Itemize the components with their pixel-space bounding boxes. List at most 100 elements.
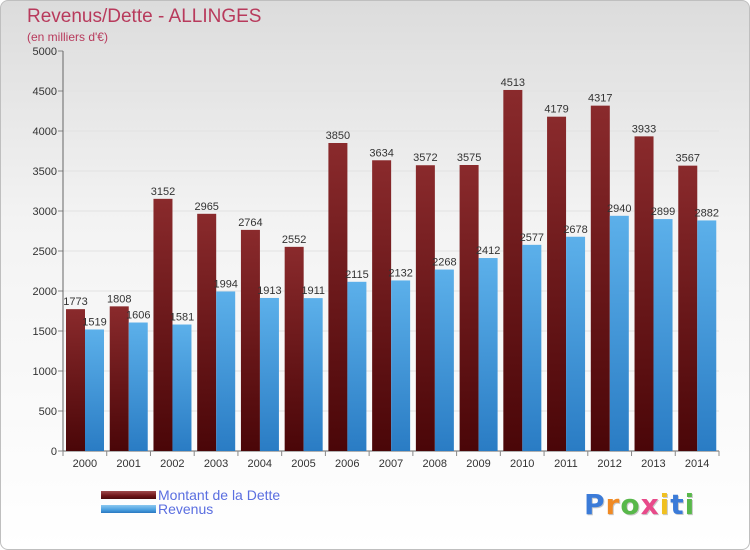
bar-revenus bbox=[85, 329, 104, 451]
logo-letter: i bbox=[684, 488, 696, 521]
y-tick-label: 3500 bbox=[33, 166, 57, 178]
y-tick-label: 500 bbox=[39, 406, 57, 418]
bar-revenus bbox=[303, 298, 323, 451]
data-label-dette: 3152 bbox=[151, 186, 175, 198]
data-label-revenus: 2577 bbox=[520, 232, 544, 244]
data-label-dette: 1808 bbox=[107, 293, 131, 305]
data-label-dette: 1773 bbox=[63, 296, 87, 308]
x-tick-label: 2003 bbox=[204, 458, 228, 470]
data-label-revenus: 2268 bbox=[432, 257, 456, 269]
y-tick-label: 2000 bbox=[33, 286, 57, 298]
x-tick-label: 2002 bbox=[160, 458, 184, 470]
legend-item-dette: Montant de la Dette bbox=[101, 487, 280, 503]
data-label-dette: 2552 bbox=[282, 234, 306, 246]
bar-dette bbox=[415, 165, 435, 452]
x-tick-label: 2008 bbox=[422, 458, 446, 470]
data-label-revenus: 1913 bbox=[257, 285, 281, 297]
bar-dette bbox=[503, 89, 523, 452]
data-label-dette: 4179 bbox=[544, 104, 568, 116]
bar-dette bbox=[109, 306, 129, 451]
chart-title: Revenus/Dette - ALLINGES bbox=[27, 6, 262, 27]
bar-dette bbox=[153, 198, 173, 451]
bar-dette bbox=[678, 165, 698, 451]
data-label-dette: 3933 bbox=[632, 123, 656, 135]
legend-item-revenus: Revenus bbox=[101, 501, 213, 517]
x-tick-label: 2006 bbox=[335, 458, 359, 470]
data-label-revenus: 1581 bbox=[170, 312, 194, 324]
x-tick-label: 2011 bbox=[554, 458, 578, 470]
data-label-dette: 3850 bbox=[326, 130, 350, 142]
proxiti-logo: Proxiti bbox=[584, 488, 695, 521]
bar-revenus bbox=[653, 219, 673, 451]
bar-dette bbox=[634, 136, 654, 452]
y-tick-label: 4000 bbox=[33, 126, 57, 138]
logo-letter: P bbox=[584, 488, 606, 521]
bar-revenus bbox=[347, 281, 367, 451]
y-tick-label: 5000 bbox=[33, 46, 57, 58]
data-label-revenus: 1519 bbox=[82, 316, 106, 328]
bar-dette bbox=[590, 105, 610, 451]
legend-swatch-revenus bbox=[101, 505, 156, 513]
x-tick-label: 2005 bbox=[291, 458, 315, 470]
data-label-revenus: 1911 bbox=[301, 285, 325, 297]
data-label-revenus: 1994 bbox=[213, 278, 237, 290]
bar-revenus bbox=[434, 269, 454, 451]
data-label-revenus: 2882 bbox=[695, 207, 719, 219]
bar-dette bbox=[547, 116, 567, 452]
data-label-dette: 4513 bbox=[501, 77, 525, 89]
bar-revenus bbox=[609, 215, 629, 451]
x-tick-label: 2004 bbox=[248, 458, 272, 470]
logo-letter: o bbox=[620, 488, 641, 521]
bar-revenus bbox=[478, 258, 498, 451]
x-tick-label: 2013 bbox=[641, 458, 665, 470]
data-label-revenus: 2899 bbox=[651, 206, 675, 218]
data-label-dette: 2764 bbox=[238, 217, 262, 229]
data-label-revenus: 2678 bbox=[563, 224, 587, 236]
bar-dette bbox=[328, 143, 348, 451]
bar-revenus bbox=[128, 322, 148, 451]
bar-revenus bbox=[697, 220, 717, 451]
data-label-dette: 3575 bbox=[457, 152, 481, 164]
bar-revenus bbox=[566, 236, 586, 451]
data-label-revenus: 1606 bbox=[126, 310, 150, 322]
bar-dette bbox=[284, 246, 304, 451]
logo-letter: i bbox=[659, 488, 671, 521]
x-tick-label: 2012 bbox=[597, 458, 621, 470]
data-label-dette: 2965 bbox=[194, 201, 218, 213]
x-tick-label: 2009 bbox=[466, 458, 490, 470]
x-tick-label: 2000 bbox=[73, 458, 97, 470]
bar-revenus bbox=[216, 291, 236, 451]
y-tick-label: 4500 bbox=[33, 86, 57, 98]
x-tick-label: 2014 bbox=[685, 458, 709, 470]
bar-revenus bbox=[522, 244, 542, 451]
bar-revenus bbox=[391, 280, 411, 451]
legend-label-revenus: Revenus bbox=[158, 501, 214, 517]
bar-revenus bbox=[259, 297, 279, 451]
data-label-revenus: 2115 bbox=[345, 269, 369, 281]
bar-dette bbox=[459, 165, 479, 451]
y-tick-label: 1500 bbox=[33, 326, 57, 338]
data-label-revenus: 2132 bbox=[388, 267, 412, 279]
logo-letter: x bbox=[640, 488, 660, 521]
data-label-revenus: 2940 bbox=[607, 203, 631, 215]
data-label-dette: 4317 bbox=[588, 93, 612, 105]
y-tick-label: 1000 bbox=[33, 366, 57, 378]
legend-swatch-dette bbox=[101, 491, 156, 499]
data-label-dette: 3567 bbox=[676, 153, 700, 165]
bar-dette bbox=[197, 213, 217, 451]
bar-dette bbox=[66, 309, 85, 451]
x-tick-label: 2001 bbox=[116, 458, 140, 470]
data-label-dette: 3572 bbox=[413, 152, 437, 164]
y-tick-label: 2500 bbox=[33, 246, 57, 258]
data-label-revenus: 2412 bbox=[476, 245, 500, 257]
logo-letter: t bbox=[670, 488, 685, 521]
y-tick-label: 0 bbox=[51, 446, 57, 458]
legend-label-dette: Montant de la Dette bbox=[158, 487, 281, 503]
y-tick-label: 3000 bbox=[33, 206, 57, 218]
bar-revenus bbox=[172, 324, 192, 451]
x-tick-label: 2010 bbox=[510, 458, 534, 470]
logo-letter: r bbox=[605, 488, 621, 521]
bar-dette bbox=[240, 229, 260, 451]
